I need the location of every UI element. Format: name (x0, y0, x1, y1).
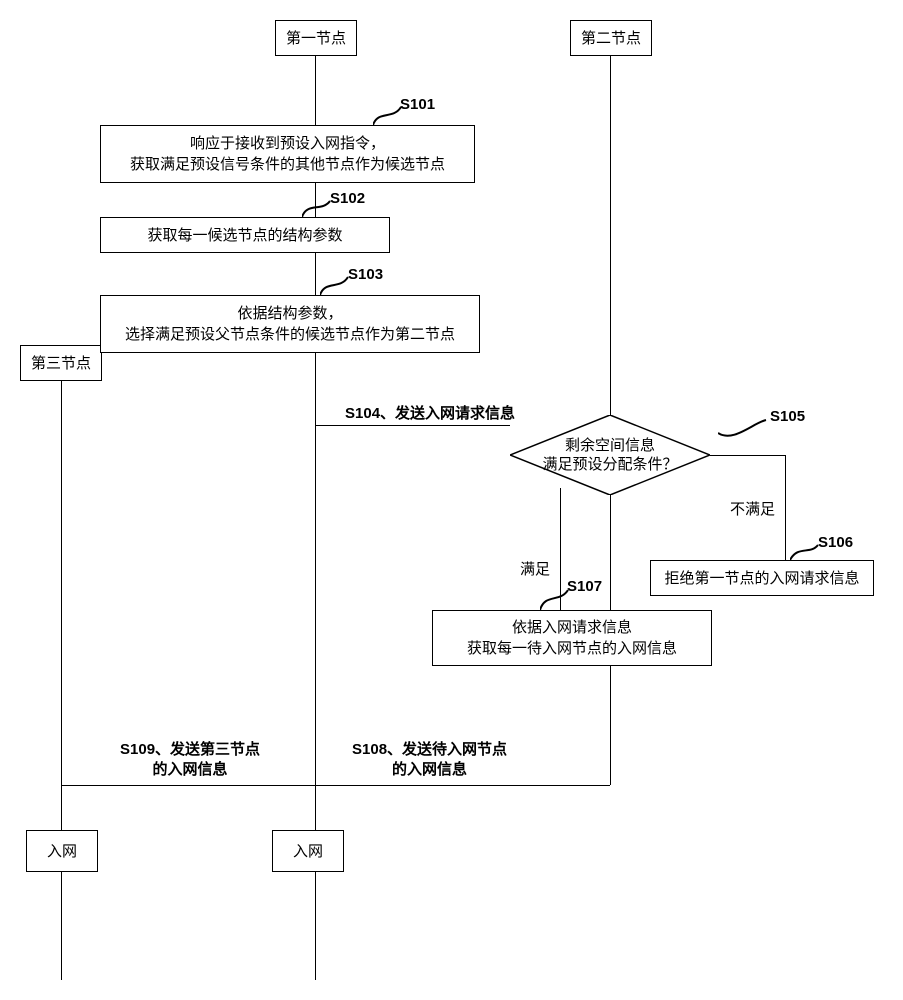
label-no: 不满足 (730, 498, 775, 519)
msg-s104 (315, 425, 510, 426)
step-s107: 依据入网请求信息 获取每一待入网节点的入网信息 (432, 610, 712, 666)
callout-s103 (320, 275, 350, 295)
lifeline-node3 (61, 381, 62, 980)
lifeline-node2-bottom (610, 666, 611, 785)
label-s102: S102 (330, 190, 365, 207)
label-s103: S103 (348, 266, 383, 283)
label-s107: S107 (567, 578, 602, 595)
label-s108: S108、发送待入网节点 的入网信息 (352, 740, 507, 779)
callout-s106 (790, 543, 820, 560)
callout-s101 (373, 105, 403, 125)
callout-s107 (540, 588, 570, 610)
label-s101: S101 (400, 96, 435, 113)
branch-no-v (785, 455, 786, 560)
node2-header: 第二节点 (570, 20, 652, 56)
label-s109: S109、发送第三节点 的入网信息 (120, 740, 260, 779)
node1-header: 第一节点 (275, 20, 357, 56)
label-yes: 满足 (520, 558, 550, 579)
msg-s109 (61, 785, 315, 786)
callout-s105 (718, 418, 768, 440)
branch-no-h (710, 455, 785, 456)
step-s106: 拒绝第一节点的入网请求信息 (650, 560, 874, 596)
msg-s108 (315, 785, 610, 786)
step-s103: 依据结构参数， 选择满足预设父节点条件的候选节点作为第二节点 (100, 295, 480, 353)
decision-s105-text: 剩余空间信息 满足预设分配条件？ (510, 415, 710, 495)
enter-node3: 入网 (26, 830, 98, 872)
callout-s102 (302, 199, 332, 217)
enter-node1: 入网 (272, 830, 344, 872)
label-s105: S105 (770, 408, 805, 425)
step-s101: 响应于接收到预设入网指令， 获取满足预设信号条件的其他节点作为候选节点 (100, 125, 475, 183)
step-s102: 获取每一候选节点的结构参数 (100, 217, 390, 253)
label-s106: S106 (818, 534, 853, 551)
branch-yes-v2 (610, 495, 611, 610)
node3-header: 第三节点 (20, 345, 102, 381)
lifeline-node2-top (610, 56, 611, 415)
flowchart-canvas: 第一节点 第二节点 第三节点 S101 响应于接收到预设入网指令， 获取满足预设… (0, 0, 903, 1000)
decision-s105: 剩余空间信息 满足预设分配条件？ (510, 415, 710, 495)
label-s104: S104、发送入网请求信息 (345, 402, 515, 423)
